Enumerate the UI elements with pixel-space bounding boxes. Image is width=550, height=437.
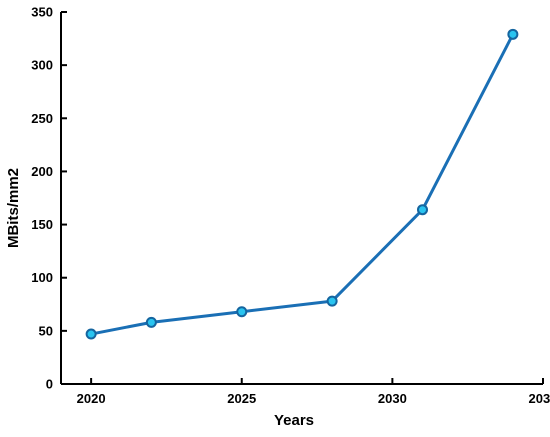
x-tick-label: 2025: [227, 391, 256, 406]
y-tick-label: 200: [31, 164, 53, 179]
x-tick-label: 2035: [529, 391, 550, 406]
x-tick-label: 2030: [378, 391, 407, 406]
y-tick-label: 300: [31, 58, 53, 73]
y-tick-label: 350: [31, 5, 53, 20]
data-point: [326, 295, 338, 307]
y-tick-label: 250: [31, 111, 53, 126]
y-axis-title: MBits/mm2: [5, 168, 22, 248]
data-point: [145, 316, 157, 328]
y-tick-label: 0: [46, 377, 53, 392]
y-tick-label: 100: [31, 270, 53, 285]
ticks: 0 50 100 150 200 250 300 350 2020 2025 2030 2035: [31, 5, 550, 407]
y-tick-label: 50: [39, 323, 53, 338]
x-tick-label: 2020: [77, 391, 106, 406]
series-layer: [85, 28, 519, 340]
x-axis-title: Years: [274, 412, 314, 429]
data-point: [417, 204, 428, 216]
axes: [60, 12, 543, 385]
data-point: [236, 306, 248, 318]
y-tick-label: 150: [31, 217, 53, 232]
data-point: [85, 328, 97, 340]
series-line: [90, 33, 515, 336]
data-point: [507, 28, 519, 40]
